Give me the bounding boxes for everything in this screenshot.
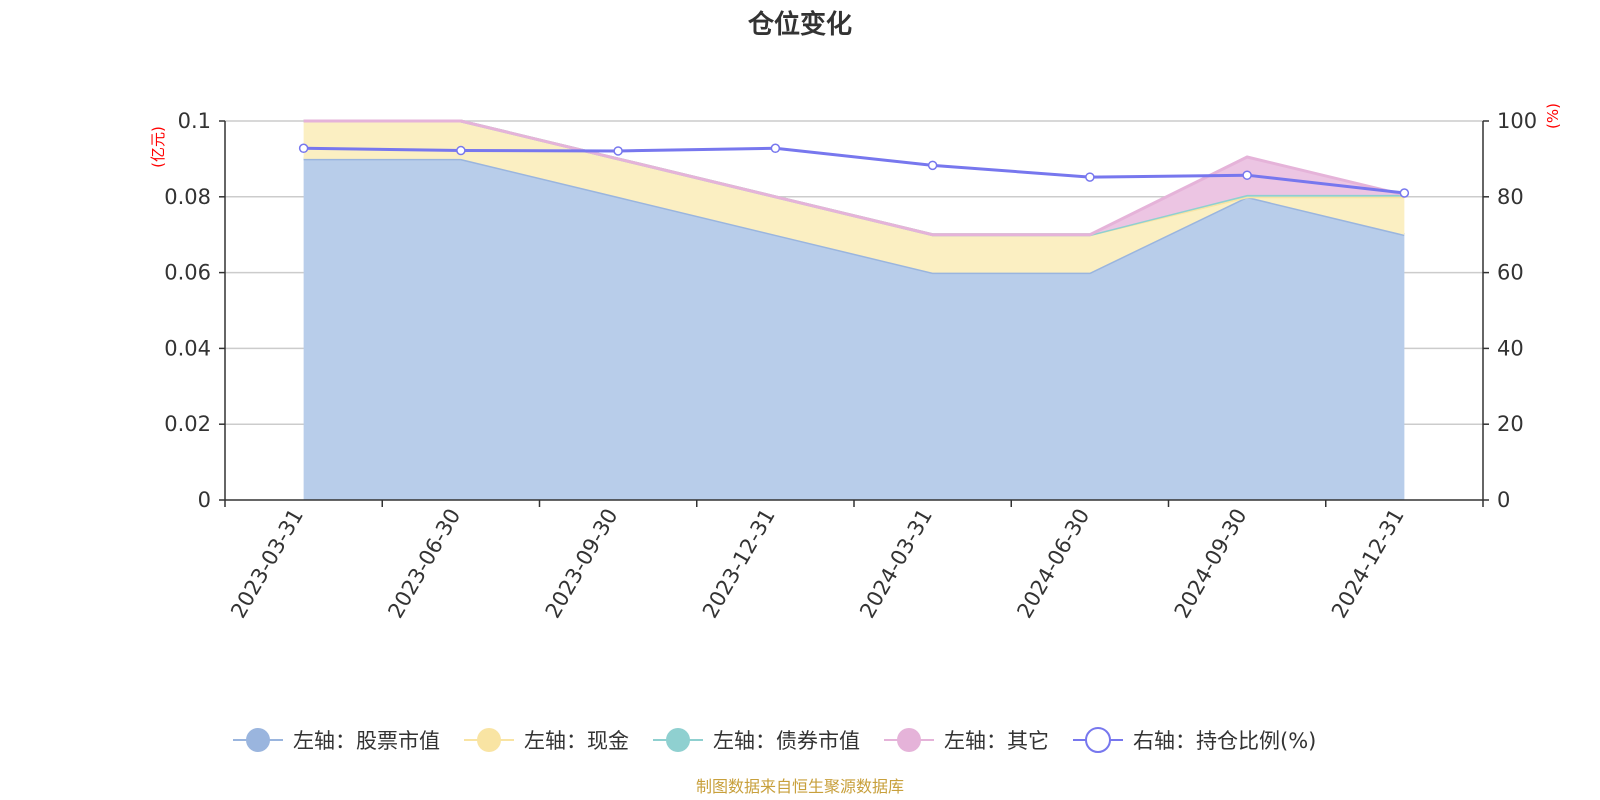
legend-swatch-marker [897,728,921,752]
legend-item-1: 左轴：股票市值 [233,728,440,753]
right-tick-label: 20 [1497,412,1524,436]
left-axis-unit: (亿元) [149,126,167,168]
chart-title: 仓位变化 [747,9,852,40]
x-tick-label: 2023-06-30 [383,505,465,623]
legend-swatch-marker [477,728,501,752]
legend-item-4: 左轴：其它 [884,728,1049,753]
left-axis-ticks: 0 0.02 0.04 0.06 0.08 0.1 [164,109,225,512]
ratio-point [1399,188,1410,198]
x-tick-label: 2023-03-31 [226,505,308,623]
footer-source: 制图数据来自恒生聚源数据库 [696,777,904,796]
legend-item-2: 左轴：现金 [464,728,629,753]
x-axis-ticks: 2023-03-31 2023-06-30 2023-09-30 2023-12-31… [224,500,1484,623]
holding-ratio-line [298,143,1410,198]
legend-swatch-marker [666,728,690,752]
right-tick-label: 100 [1497,109,1537,133]
legend-swatch-marker [246,728,270,752]
left-tick-label: 0.04 [164,336,211,360]
right-tick-label: 0 [1497,488,1510,512]
right-tick-label: 80 [1497,185,1524,209]
x-tick-label: 2024-12-31 [1327,505,1409,623]
legend-label: 左轴：股票市值 [293,729,440,753]
ratio-point [1242,170,1252,180]
x-tick-label: 2023-12-31 [698,505,780,623]
ratio-line-path [303,146,1405,195]
right-tick-label: 60 [1497,261,1524,285]
legend-label: 右轴：持仓比例(%) [1133,729,1316,753]
right-axis-unit: (%) [1544,103,1562,129]
ratio-point [770,143,781,154]
ratio-point [456,145,466,156]
left-tick-label: 0.1 [178,109,211,133]
legend-item-5: 右轴：持仓比例(%) [1073,727,1316,753]
x-tick-label: 2024-09-30 [1170,505,1252,623]
legend: 左轴：股票市值 左轴：现金 左轴：债券市值 左轴：其它 右轴：持仓比例(%) [233,727,1316,753]
ratio-point [927,160,938,171]
area-series-1 [303,158,1405,500]
left-tick-label: 0.08 [164,185,211,209]
x-tick-label: 2024-03-31 [855,505,937,623]
left-tick-label: 0.06 [164,261,211,285]
ratio-point [1085,172,1095,182]
ratio-point [298,143,309,154]
stacked-areas [303,119,1405,500]
area-edge-series-4 [303,119,1405,237]
right-axis-ticks: 0 20 40 60 80 100 [1483,109,1537,512]
x-tick-label: 2024-06-30 [1012,505,1094,623]
legend-item-3: 左轴：债券市值 [653,728,860,753]
legend-label: 左轴：现金 [524,729,629,753]
left-tick-label: 0 [198,488,211,512]
ratio-point [613,146,623,156]
legend-label: 左轴：其它 [944,729,1049,753]
right-tick-label: 40 [1497,336,1524,360]
x-tick-label: 2023-09-30 [541,505,623,623]
legend-label: 左轴：债券市值 [713,729,860,753]
left-tick-label: 0.02 [164,412,211,436]
area-series-2 [303,121,1405,273]
legend-swatch-marker [1085,727,1111,753]
